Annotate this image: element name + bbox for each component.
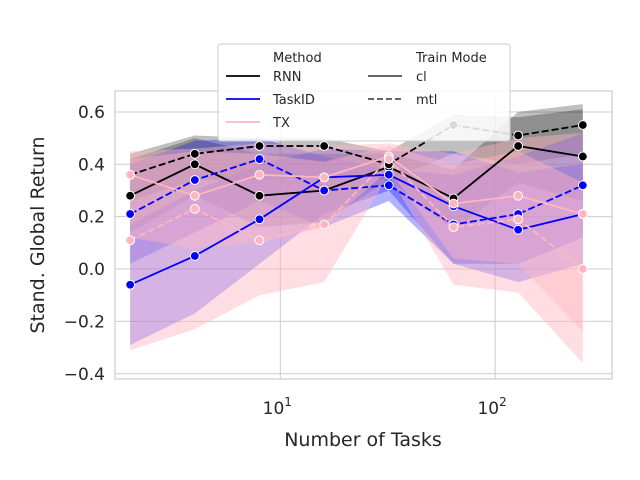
y-tick-label: −0.2 [64, 312, 105, 332]
data-point [577, 180, 588, 191]
data-point [125, 190, 136, 201]
data-point [254, 169, 265, 180]
data-point [513, 141, 524, 151]
data-point [577, 264, 588, 274]
legend-mode-label: cl [416, 70, 427, 85]
confidence-band [130, 146, 583, 364]
data-point [448, 198, 459, 209]
data-point [189, 203, 200, 214]
data-point [513, 130, 524, 141]
data-point [383, 180, 394, 191]
data-point [125, 169, 136, 180]
x-axis-label: Number of Tasks [284, 429, 442, 451]
data-point [577, 151, 588, 162]
data-point [254, 214, 265, 225]
data-point [383, 169, 394, 180]
data-point [513, 214, 524, 225]
y-tick-label: −0.4 [64, 365, 105, 385]
confidence-band [130, 132, 583, 264]
legend-method-label: TX [272, 116, 290, 131]
confidence-band [130, 104, 583, 233]
data-point [125, 235, 136, 246]
data-point [254, 190, 265, 201]
data-point [189, 251, 200, 261]
y-tick-label: 0.4 [78, 155, 105, 175]
confidence-band [130, 132, 583, 332]
data-point [125, 209, 136, 219]
series-line [129, 157, 584, 270]
y-tick-label: 0.6 [78, 103, 105, 123]
legend: Method RNN TaskID TX Train Mode cl mtl [217, 43, 511, 142]
series-line [129, 158, 584, 226]
data-point [125, 279, 136, 290]
series-markers [125, 120, 588, 290]
data-point [254, 154, 265, 164]
x-axis-ticks: 101 102 [263, 395, 507, 419]
data-point [189, 148, 200, 159]
data-point [319, 219, 330, 230]
y-axis-label: Stand. Global Return [27, 136, 49, 333]
data-point [189, 175, 200, 185]
data-point [319, 141, 330, 151]
data-point [319, 172, 330, 183]
data-point [189, 159, 200, 170]
data-point [254, 141, 265, 151]
confidence-band [130, 148, 583, 345]
legend-method-label: TaskID [272, 93, 315, 108]
series-line [129, 173, 584, 286]
data-point [513, 224, 524, 235]
data-point [577, 120, 588, 130]
x-tick-label: 101 [263, 395, 292, 419]
series-line [129, 155, 584, 215]
y-tick-label: 0.0 [78, 260, 105, 280]
legend-mode-title: Train Mode [415, 51, 487, 66]
data-point [319, 185, 330, 196]
y-axis-ticks: −0.4 −0.2 0.0 0.2 0.4 0.6 [64, 103, 105, 385]
legend-method-title: Method [273, 51, 322, 66]
data-point [383, 154, 394, 164]
data-point [513, 190, 524, 201]
legend-method-label: RNN [273, 70, 301, 85]
x-tick-label: 102 [477, 395, 506, 419]
data-point [577, 209, 588, 219]
data-point [254, 235, 265, 246]
data-point [189, 190, 200, 201]
series-line [129, 145, 583, 200]
legend-box [217, 43, 511, 142]
y-tick-label: 0.2 [78, 208, 105, 228]
legend-mode-label: mtl [416, 93, 437, 108]
data-point [448, 222, 459, 233]
